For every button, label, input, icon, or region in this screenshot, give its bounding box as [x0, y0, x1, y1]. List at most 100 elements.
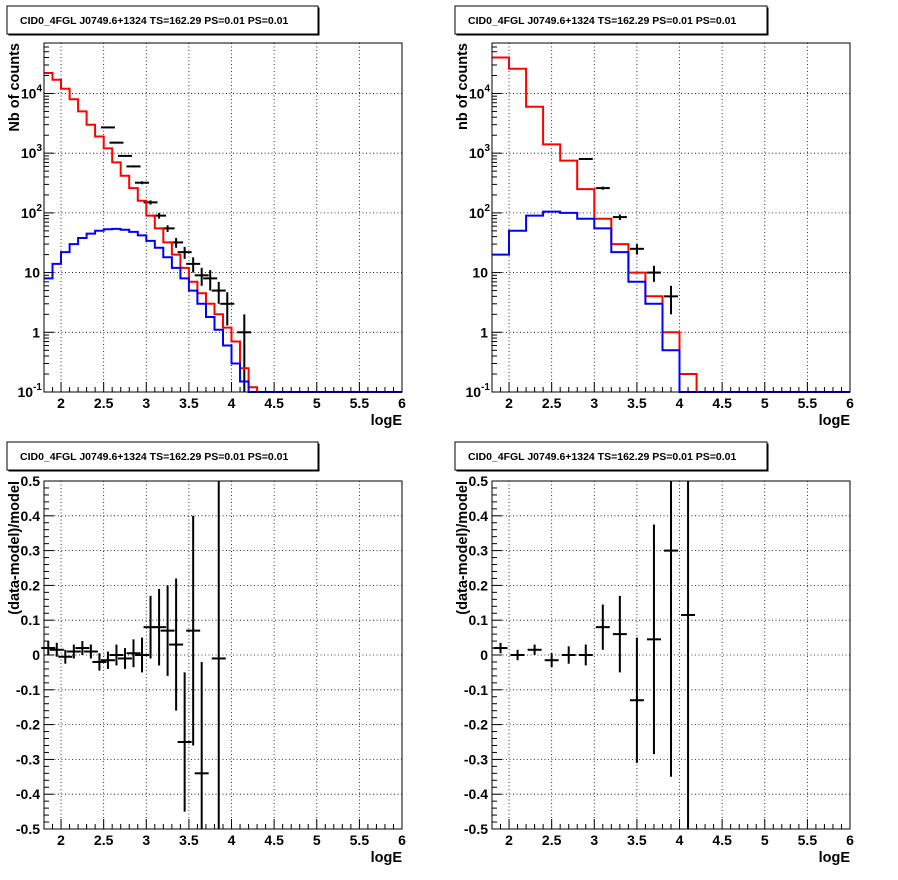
- y-axis-label: (data-model)/model: [7, 481, 23, 615]
- x-tick-label: 2: [57, 395, 65, 411]
- title-box: [454, 441, 768, 471]
- x-tick-label: 5: [761, 395, 769, 411]
- data-point: [177, 672, 192, 812]
- plot-frame: [43, 42, 403, 393]
- panel-title: CID0_4FGL J0749.6+1324 TS=162.29 PS=0.01…: [468, 15, 736, 27]
- data-points: [493, 481, 696, 829]
- plot-frame: [491, 42, 851, 393]
- y-tick-label: 0.1: [21, 612, 41, 628]
- x-tick-label: 2: [505, 395, 513, 411]
- y-tick-label: -0.4: [464, 786, 488, 802]
- data-point: [493, 642, 508, 654]
- y-tick-label: 10: [472, 265, 488, 281]
- data-point: [126, 639, 141, 668]
- data-point: [117, 154, 132, 157]
- data-points: [578, 157, 678, 315]
- x-tick-label: 4: [676, 832, 684, 848]
- grid: [492, 43, 850, 392]
- x-tick-label: 2.5: [542, 395, 562, 411]
- data-point: [126, 165, 141, 168]
- data-point: [160, 585, 175, 676]
- x-tick-label: 5: [313, 395, 321, 411]
- data-point: [646, 524, 661, 755]
- x-tick-label: 4.5: [712, 832, 732, 848]
- x-tick-label: 6: [846, 395, 854, 411]
- x-tick-label: 3.5: [627, 832, 647, 848]
- y-tick-label: 0.3: [469, 543, 489, 559]
- panel-2: CID0_4FGL J0749.6+1324 TS=162.29 PS=0.01…: [454, 5, 854, 429]
- x-tick-label: 5: [313, 832, 321, 848]
- title-box: [6, 5, 319, 35]
- x-tick-label: 2.5: [94, 395, 114, 411]
- y-tick-label: 10-1: [18, 382, 43, 400]
- y-tick-label: 0.4: [21, 508, 41, 524]
- x-tick-label: 4.5: [264, 832, 284, 848]
- data-point: [595, 604, 610, 650]
- y-tick-label: 102: [469, 203, 491, 221]
- data-point: [152, 588, 167, 666]
- data-points: [41, 481, 226, 829]
- y-tick-label: -0.3: [464, 751, 488, 767]
- data-point: [177, 246, 192, 259]
- x-tick-label: 2.5: [542, 832, 562, 848]
- y-tick-label: 10: [24, 265, 40, 281]
- y-axis-label: (data-model)/model: [455, 481, 471, 615]
- x-tick-label: 3: [590, 395, 598, 411]
- data-point: [578, 157, 593, 160]
- x-tick-label: 4: [228, 832, 236, 848]
- data-point: [194, 267, 209, 286]
- total_model-histogram: [492, 56, 850, 393]
- y-tick-label: 0: [32, 647, 40, 663]
- x-tick-label: 3.5: [179, 832, 199, 848]
- plot-frame: [43, 480, 403, 830]
- title-box: [454, 5, 768, 35]
- data-point: [194, 661, 209, 829]
- data-point: [664, 481, 678, 777]
- data-point: [629, 244, 644, 255]
- data-point: [92, 653, 107, 671]
- panel-title: CID0_4FGL J0749.6+1324 TS=162.29 PS=0.01…: [468, 451, 736, 463]
- data-point: [135, 181, 150, 185]
- x-tick-label: 3: [590, 832, 598, 848]
- data-point: [237, 314, 252, 392]
- y-tick-label: 0.5: [21, 473, 41, 489]
- data-point: [510, 649, 525, 661]
- y-tick-label: -0.4: [16, 786, 40, 802]
- data-point: [527, 644, 542, 655]
- data-point: [75, 641, 90, 655]
- data-point: [681, 481, 696, 829]
- x-tick-label: 2.5: [94, 832, 114, 848]
- y-tick-label: -0.5: [464, 821, 488, 837]
- data-point: [544, 653, 559, 668]
- data-point: [186, 257, 201, 273]
- y-tick-label: -0.2: [464, 717, 488, 733]
- data-point: [66, 644, 81, 659]
- data-point: [109, 141, 124, 144]
- data-point: [117, 648, 132, 669]
- component-histogram: [44, 227, 402, 393]
- x-tick-label: 2: [57, 832, 65, 848]
- y-tick-label: 1: [32, 324, 40, 340]
- y-tick-label: 0.2: [21, 577, 41, 593]
- plot-frame: [491, 480, 851, 830]
- x-tick-label: 6: [398, 832, 406, 848]
- y-tick-label: 0.2: [469, 577, 489, 593]
- x-tick-label: 4: [676, 395, 684, 411]
- data-point: [646, 265, 661, 282]
- x-tick-label: 5.5: [350, 395, 370, 411]
- y-axis-label: nb of counts: [455, 43, 471, 130]
- x-tick-label: 3: [142, 832, 150, 848]
- data-point: [100, 651, 115, 669]
- y-tick-label: 1: [480, 324, 488, 340]
- x-tick-label: 5.5: [350, 832, 370, 848]
- panel-title: CID0_4FGL J0749.6+1324 TS=162.29 PS=0.01…: [20, 15, 288, 27]
- x-tick-label: 5.5: [798, 395, 818, 411]
- y-tick-label: 0.1: [469, 612, 489, 628]
- data-point: [664, 285, 678, 315]
- data-point: [595, 186, 610, 190]
- y-tick-label: 0.5: [469, 473, 489, 489]
- data-point: [135, 637, 150, 673]
- y-tick-label: 10-1: [466, 382, 491, 400]
